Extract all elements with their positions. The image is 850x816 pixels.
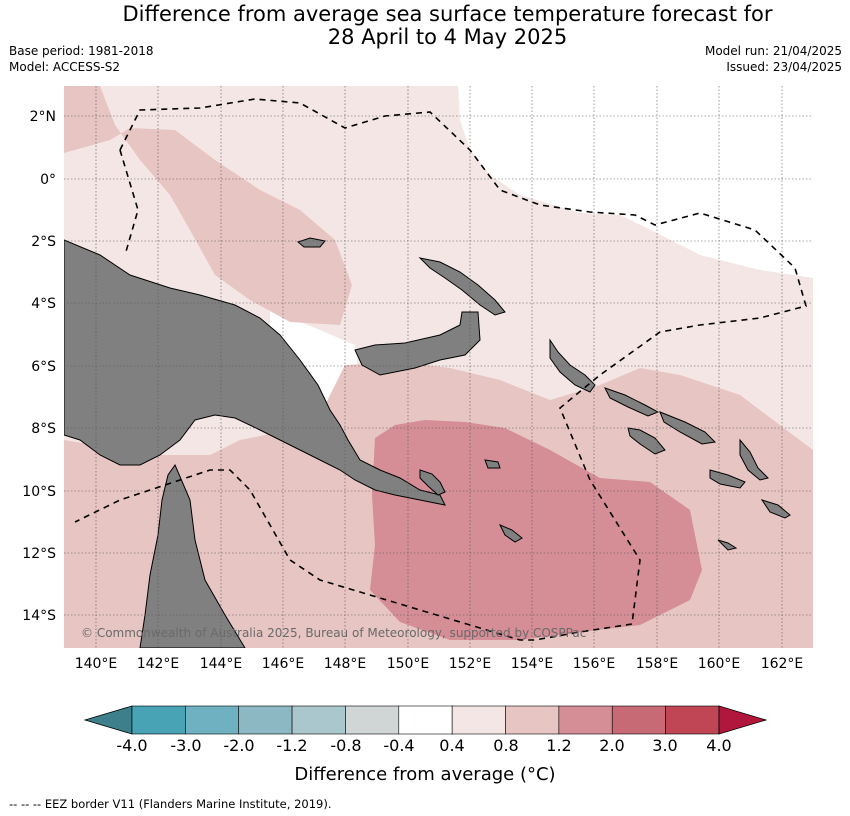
lat-label-2n: 2°N: [30, 109, 56, 125]
copyright-notice: © Commonwealth of Australia 2025, Bureau…: [81, 626, 586, 640]
colorbar-title: Difference from average (°C): [294, 764, 555, 785]
malaita: [739, 438, 769, 481]
lon-label-152e: 152°E: [449, 656, 492, 672]
cb-tick-8: 1.2: [546, 736, 571, 755]
title-line-2: 28 April to 4 May 2025: [327, 25, 568, 49]
map-area: © Commonwealth of Australia 2025, Bureau…: [64, 86, 813, 648]
model-name: Model: ACCESS-S2: [9, 60, 121, 74]
colorbar-segment-10: [611, 705, 666, 735]
new-georgia: [627, 427, 666, 455]
longitude-labels: 140°E 142°E 144°E 146°E 148°E 150°E 152°…: [75, 656, 804, 672]
colorbar-segment-9: [558, 705, 613, 735]
lon-label-146e: 146°E: [262, 656, 305, 672]
makira: [760, 499, 791, 519]
lon-label-158e: 158°E: [636, 656, 679, 672]
colorbar-segment-3: [238, 705, 293, 735]
lat-label-8s: 8°S: [31, 421, 56, 437]
manus-island: [296, 237, 326, 248]
colorbar-arrow-low: [83, 705, 133, 735]
eez-border-west: [119, 149, 139, 256]
land-masses: [64, 237, 791, 648]
latitude-labels: 2°N 0° 2°S 4°S 6°S 8°S 10°S 12°S 14°S: [22, 109, 56, 624]
model-run: Model run: 21/04/2025: [704, 44, 842, 58]
normanby-island: [419, 469, 446, 496]
colorbar-segment-7: [451, 705, 506, 735]
lat-label-10s: 10°S: [22, 484, 56, 500]
lon-label-160e: 160°E: [698, 656, 741, 672]
colorbar-segment-8: [505, 705, 560, 735]
cb-tick-4: -0.8: [330, 736, 361, 755]
lon-label-154e: 154°E: [511, 656, 554, 672]
bougainville: [549, 338, 596, 393]
cb-tick-6: 0.4: [439, 736, 464, 755]
graticule: [64, 86, 813, 648]
lon-label-140e: 140°E: [75, 656, 118, 672]
lon-label-144e: 144°E: [200, 656, 243, 672]
cb-tick-10: 3.0: [652, 736, 677, 755]
colorbar-segment-1: [131, 705, 186, 735]
lat-label-4s: 4°S: [31, 296, 56, 312]
colorbar-segment-4: [291, 705, 346, 735]
lat-label-2s: 2°S: [31, 234, 56, 250]
choiseul: [604, 387, 660, 417]
anomaly-near-average-ne: [458, 86, 813, 278]
new-guinea: [64, 239, 446, 506]
lat-label-14s: 14°S: [22, 608, 56, 624]
anomaly-moderate-north: [64, 86, 352, 325]
lat-label-0: 0°: [40, 172, 56, 188]
cb-tick-5: -0.4: [383, 736, 414, 755]
colorbar-segment-2: [185, 705, 240, 735]
colorbar-segment-6: [398, 705, 453, 735]
meta-right: Model run: 21/04/2025 Issued: 23/04/2025: [705, 43, 842, 75]
cb-tick-0: -4.0: [116, 736, 147, 755]
cb-tick-3: -1.2: [276, 736, 307, 755]
woodlark-island: [484, 459, 501, 469]
cb-tick-9: 2.0: [599, 736, 624, 755]
issued-date: Issued: 23/04/2025: [726, 60, 842, 74]
colorbar-ticks: -4.0 -3.0 -2.0 -1.2 -0.8 -0.4 0.4 0.8 1.…: [116, 736, 731, 755]
cb-tick-7: 0.8: [493, 736, 518, 755]
map-title: Difference from average sea surface temp…: [0, 3, 850, 49]
cb-tick-11: 4.0: [706, 736, 731, 755]
base-period: Base period: 1981-2018: [9, 44, 154, 58]
cb-tick-1: -3.0: [170, 736, 201, 755]
lat-label-12s: 12°S: [22, 546, 56, 562]
lat-label-6s: 6°S: [31, 359, 56, 375]
lon-label-148e: 148°E: [324, 656, 367, 672]
meta-left: Base period: 1981-2018 Model: ACCESS-S2: [9, 43, 154, 75]
eez-border-png: [74, 98, 807, 641]
rennell-island: [717, 539, 738, 551]
anomaly-warm-core: [370, 420, 702, 640]
rossel-island: [498, 524, 523, 543]
title-line-1: Difference from average sea surface temp…: [122, 2, 773, 26]
lon-label-162e: 162°E: [761, 656, 804, 672]
cb-tick-2: -2.0: [223, 736, 254, 755]
new-britain: [354, 311, 481, 376]
lon-label-142e: 142°E: [137, 656, 180, 672]
colorbar-arrow-high: [718, 705, 768, 735]
lon-label-150e: 150°E: [387, 656, 430, 672]
eez-legend: -- -- -- EEZ border V11 (Flanders Marine…: [9, 797, 332, 811]
lon-label-156e: 156°E: [573, 656, 616, 672]
colorbar: [83, 705, 768, 735]
colorbar-segment-5: [345, 705, 400, 735]
cape-york: [139, 463, 246, 648]
eez-borders: [74, 98, 807, 641]
colorbar-segment-11: [665, 705, 720, 735]
new-ireland: [418, 257, 506, 316]
